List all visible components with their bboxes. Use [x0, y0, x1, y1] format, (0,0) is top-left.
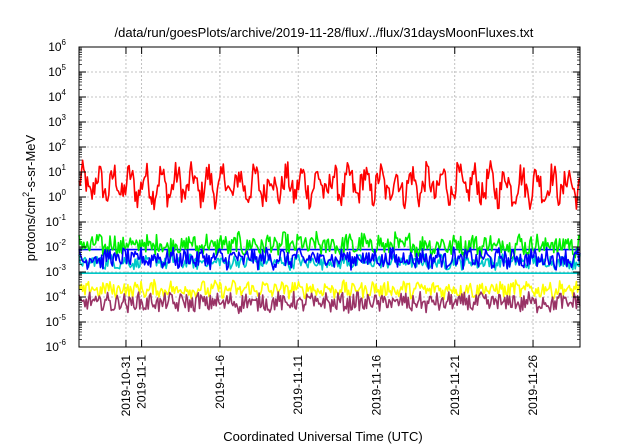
y-tick-base: 10 — [46, 290, 60, 304]
y-tick-label: 102 — [48, 138, 66, 154]
y-tick-base: 10 — [48, 140, 62, 154]
y-tick-label: 106 — [48, 38, 66, 54]
x-tick-label: 2019-11-26 — [526, 355, 540, 416]
x-tick-label: 2019-11-6 — [213, 355, 227, 409]
y-tick-exponent: 4 — [62, 88, 67, 97]
y-tick-label: 105 — [48, 63, 66, 79]
y-tick-label: 104 — [48, 88, 66, 104]
chart-title: /data/run/goesPlots/archive/2019-11-28/f… — [115, 25, 534, 40]
y-tick-base: 10 — [48, 40, 62, 54]
series-line — [78, 278, 581, 301]
y-tick-label: 10-1 — [46, 213, 67, 229]
data-series — [78, 159, 581, 315]
y-tick-base: 10 — [48, 65, 62, 79]
y-axis: 10-610-510-410-310-210-11001011021031041… — [46, 38, 580, 354]
y-tick-label: 10-4 — [46, 288, 67, 304]
y-tick-exponent: 6 — [62, 38, 67, 47]
y-tick-base: 10 — [48, 115, 62, 129]
y-tick-label: 10-3 — [46, 263, 67, 279]
y-tick-exponent: -1 — [59, 213, 67, 222]
y-tick-exponent: -3 — [59, 263, 67, 272]
x-tick-label: 2019-11-21 — [448, 355, 462, 416]
y-tick-exponent: -4 — [59, 288, 67, 297]
x-tick-label: 2019-11-16 — [369, 355, 383, 416]
x-axis: 2019-10-31 2019-11-1 2019-11-6 2019-11-11 20… — [119, 47, 540, 416]
y-tick-base: 10 — [48, 90, 62, 104]
y-axis-label: protons/cm2-s-sr-MeV — [21, 134, 38, 261]
y-tick-label: 101 — [48, 163, 66, 179]
series-line — [78, 246, 581, 271]
x-tick-label: 2019-11-11 — [291, 355, 305, 415]
series-line — [78, 253, 581, 271]
y-tick-exponent: -6 — [59, 338, 67, 347]
y-tick-exponent: 2 — [62, 138, 67, 147]
y-tick-base: 10 — [46, 315, 60, 329]
y-tick-base: 10 — [46, 340, 60, 354]
y-tick-label: 10-5 — [46, 313, 67, 329]
y-label-sup: 2 — [21, 192, 31, 197]
y-tick-exponent: 1 — [62, 163, 67, 172]
y-tick-base: 10 — [46, 265, 60, 279]
y-tick-label: 100 — [48, 188, 66, 204]
y-tick-base: 10 — [46, 215, 60, 229]
y-label-base: protons/cm — [23, 197, 38, 261]
y-tick-label: 10-6 — [46, 338, 67, 354]
y-label-rest: -s-sr-MeV — [23, 134, 38, 191]
y-tick-exponent: 3 — [62, 113, 67, 122]
y-tick-exponent: -2 — [59, 238, 67, 247]
x-tick-label: 2019-11-1 — [135, 355, 149, 409]
y-tick-exponent: 0 — [62, 188, 67, 197]
y-tick-base: 10 — [46, 240, 60, 254]
y-tick-base: 10 — [48, 190, 62, 204]
series-line — [78, 290, 581, 315]
y-tick-label: 10-2 — [46, 238, 67, 254]
y-tick-exponent: -5 — [59, 313, 67, 322]
y-tick-exponent: 5 — [62, 63, 67, 72]
x-tick-label: 2019-10-31 — [119, 355, 133, 417]
series-line — [78, 230, 581, 260]
series-line — [78, 159, 581, 211]
y-tick-label: 103 — [48, 113, 66, 129]
y-tick-base: 10 — [48, 165, 62, 179]
x-axis-label: Coordinated Universal Time (UTC) — [223, 429, 422, 444]
